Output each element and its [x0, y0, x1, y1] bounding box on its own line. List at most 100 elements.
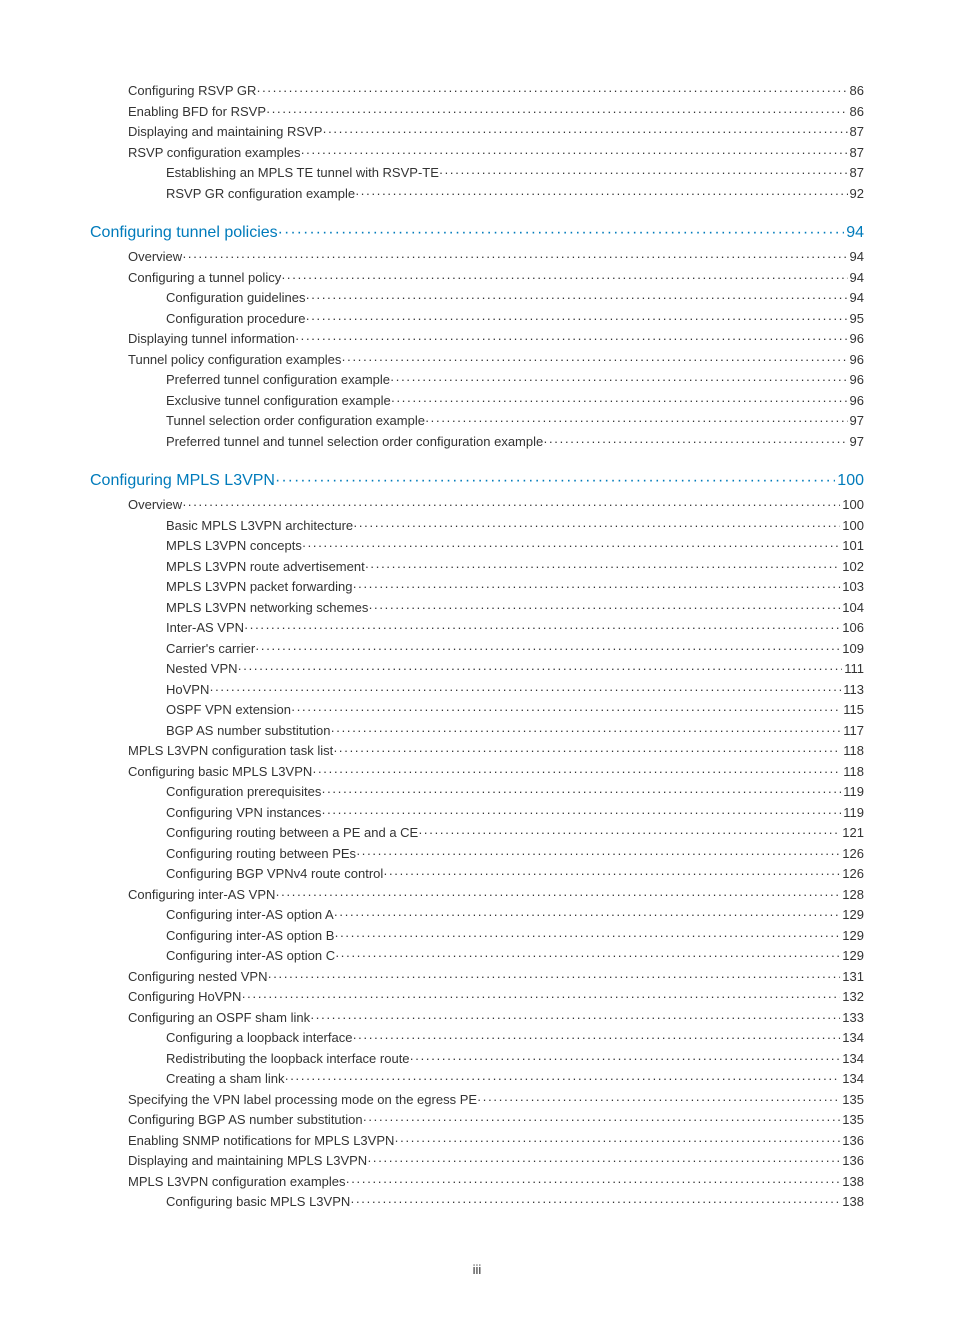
toc-entry[interactable]: Configuring routing between PEs·········… [166, 844, 864, 864]
toc-entry[interactable]: Preferred tunnel and tunnel selection or… [166, 432, 864, 452]
toc-entry-label: Configuring basic MPLS L3VPN [166, 1192, 350, 1212]
toc-entry[interactable]: RSVP GR configuration example···········… [166, 184, 864, 204]
toc-entry[interactable]: Specifying the VPN label processing mode… [128, 1090, 864, 1110]
toc-entry-page: 126 [840, 864, 864, 884]
toc-leader-dots: ········································… [363, 1110, 841, 1130]
toc-entry[interactable]: Carrier's carrier·······················… [166, 639, 864, 659]
toc-entry[interactable]: MPLS L3VPN packet forwarding············… [166, 577, 864, 597]
toc-entry-label: Configuring BGP VPNv4 route control [166, 864, 383, 884]
toc-entry[interactable]: Inter-AS VPN····························… [166, 618, 864, 638]
toc-entry[interactable]: Configuring inter-AS option B···········… [166, 926, 864, 946]
toc-entry[interactable]: Configuring inter-AS option C···········… [166, 946, 864, 966]
toc-leader-dots: ········································… [302, 536, 840, 556]
toc-entry-page: 135 [840, 1090, 864, 1110]
toc-entry[interactable]: Tunnel selection order configuration exa… [166, 411, 864, 431]
toc-leader-dots: ········································… [353, 516, 840, 536]
toc-leader-dots: ········································… [350, 1192, 840, 1212]
toc-entry[interactable]: Configuring inter-AS option A···········… [166, 905, 864, 925]
toc-leader-dots: ········································… [275, 469, 835, 493]
toc-entry-label: MPLS L3VPN packet forwarding [166, 577, 352, 597]
toc-entry-label: Displaying and maintaining RSVP [128, 122, 322, 142]
toc-entry[interactable]: RSVP configuration examples·············… [128, 143, 864, 163]
toc-entry-label: Configuring inter-AS option B [166, 926, 334, 946]
toc-entry[interactable]: Configuring BGP VPNv4 route control·····… [166, 864, 864, 884]
toc-entry-page: 101 [840, 536, 864, 556]
toc-entry[interactable]: Overview································… [128, 495, 864, 515]
toc-entry-page: 126 [840, 844, 864, 864]
toc-entry[interactable]: Configuring MPLS L3VPN··················… [90, 469, 864, 493]
toc-entry[interactable]: Creating a sham link····················… [166, 1069, 864, 1089]
toc-entry[interactable]: Configuring RSVP GR·····················… [128, 81, 864, 101]
toc-entry[interactable]: Configuring tunnel policies·············… [90, 221, 864, 245]
toc-entry[interactable]: Displaying and maintaining MPLS L3VPN···… [128, 1151, 864, 1171]
toc-leader-dots: ········································… [368, 598, 840, 618]
toc-entry-page: 87 [848, 122, 864, 142]
toc-leader-dots: ········································… [333, 741, 841, 761]
toc-entry-page: 118 [841, 762, 864, 782]
toc-entry[interactable]: Configuring a loopback interface········… [166, 1028, 864, 1048]
toc-entry-page: 132 [840, 987, 864, 1007]
toc-entry-label: Overview [128, 495, 182, 515]
toc-entry[interactable]: MPLS L3VPN networking schemes···········… [166, 598, 864, 618]
toc-entry[interactable]: Overview································… [128, 247, 864, 267]
toc-entry-label: Enabling SNMP notifications for MPLS L3V… [128, 1131, 394, 1151]
toc-entry[interactable]: Displaying and maintaining RSVP·········… [128, 122, 864, 142]
toc-entry-label: Configuration procedure [166, 309, 305, 329]
toc-entry-page: 86 [848, 81, 864, 101]
toc-entry[interactable]: BGP AS number substitution··············… [166, 721, 864, 741]
toc-entry[interactable]: Configuring HoVPN·······················… [128, 987, 864, 1007]
toc-entry[interactable]: Establishing an MPLS TE tunnel with RSVP… [166, 163, 864, 183]
toc-entry[interactable]: Configuration prerequisites·············… [166, 782, 864, 802]
toc-entry[interactable]: Configuring routing between a PE and a C… [166, 823, 864, 843]
toc-entry-label: Configuring routing between PEs [166, 844, 356, 864]
toc-entry[interactable]: Configuring basic MPLS L3VPN············… [128, 762, 864, 782]
toc-leader-dots: ········································… [410, 1049, 841, 1069]
toc-entry[interactable]: Enabling BFD for RSVP···················… [128, 102, 864, 122]
toc-entry-label: Basic MPLS L3VPN architecture [166, 516, 353, 536]
toc-entry[interactable]: MPLS L3VPN configuration examples·······… [128, 1172, 864, 1192]
toc-leader-dots: ········································… [390, 370, 848, 390]
toc-entry[interactable]: Enabling SNMP notifications for MPLS L3V… [128, 1131, 864, 1151]
toc-entry-label: Inter-AS VPN [166, 618, 244, 638]
toc-leader-dots: ········································… [291, 700, 841, 720]
toc-entry[interactable]: Displaying tunnel information···········… [128, 329, 864, 349]
toc-entry-page: 134 [840, 1069, 864, 1089]
toc-entry-page: 94 [844, 221, 864, 245]
toc-entry[interactable]: MPLS L3VPN concepts·····················… [166, 536, 864, 556]
toc-entry[interactable]: Nested VPN······························… [166, 659, 864, 679]
toc-entry[interactable]: Configuring inter-AS VPN················… [128, 885, 864, 905]
toc-entry-page: 111 [842, 659, 864, 679]
toc-entry[interactable]: Redistributing the loopback interface ro… [166, 1049, 864, 1069]
toc-entry[interactable]: Tunnel policy configuration examples····… [128, 350, 864, 370]
toc-entry[interactable]: Configuration guidelines················… [166, 288, 864, 308]
toc-entry[interactable]: HoVPN···································… [166, 680, 864, 700]
toc-entry[interactable]: Configuring an OSPF sham link···········… [128, 1008, 864, 1028]
toc-leader-dots: ········································… [439, 163, 848, 183]
toc-entry[interactable]: Configuring BGP AS number substitution··… [128, 1110, 864, 1130]
toc-entry-label: Configuring an OSPF sham link [128, 1008, 310, 1028]
toc-entry[interactable]: Basic MPLS L3VPN architecture···········… [166, 516, 864, 536]
toc-entry-page: 135 [840, 1110, 864, 1130]
toc-entry-label: MPLS L3VPN concepts [166, 536, 302, 556]
toc-leader-dots: ········································… [331, 721, 842, 741]
toc-entry[interactable]: Configuration procedure·················… [166, 309, 864, 329]
toc-entry-label: RSVP GR configuration example [166, 184, 355, 204]
toc-entry[interactable]: Configuring basic MPLS L3VPN············… [166, 1192, 864, 1212]
toc-entry-label: Redistributing the loopback interface ro… [166, 1049, 410, 1069]
toc-entry[interactable]: Configuring a tunnel policy·············… [128, 268, 864, 288]
toc-leader-dots: ········································… [335, 946, 840, 966]
toc-entry[interactable]: Configuring nested VPN··················… [128, 967, 864, 987]
toc-entry-label: Configuring MPLS L3VPN [90, 469, 275, 493]
toc-entry[interactable]: Preferred tunnel configuration example··… [166, 370, 864, 390]
toc-entry-label: HoVPN [166, 680, 209, 700]
table-of-contents: Configuring RSVP GR·····················… [90, 81, 864, 1212]
toc-leader-dots: ········································… [182, 495, 840, 515]
toc-leader-dots: ········································… [312, 762, 841, 782]
toc-entry-label: Nested VPN [166, 659, 238, 679]
toc-entry-page: 97 [848, 411, 864, 431]
toc-entry[interactable]: OSPF VPN extension······················… [166, 700, 864, 720]
toc-entry[interactable]: MPLS L3VPN route advertisement··········… [166, 557, 864, 577]
toc-entry[interactable]: MPLS L3VPN configuration task list······… [128, 741, 864, 761]
toc-entry[interactable]: Exclusive tunnel configuration example··… [166, 391, 864, 411]
toc-entry[interactable]: Configuring VPN instances···············… [166, 803, 864, 823]
